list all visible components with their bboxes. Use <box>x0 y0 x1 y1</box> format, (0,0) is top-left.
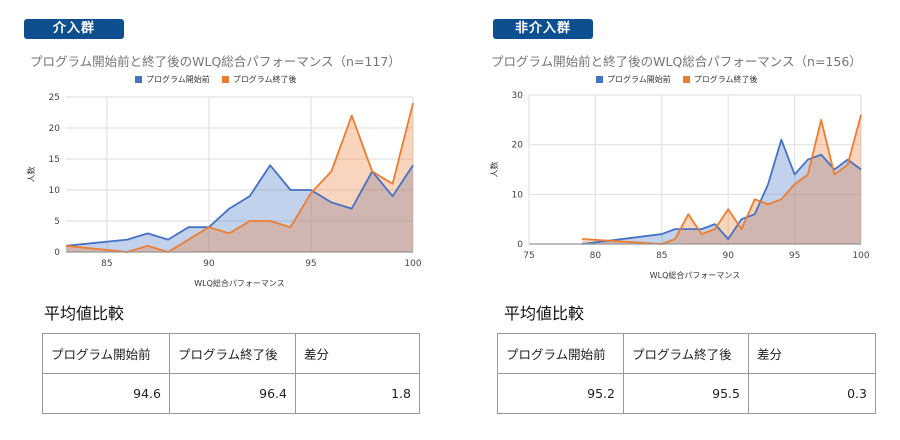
y-tick-label: 10 <box>49 186 61 196</box>
legend-swatch-blue-icon <box>596 76 603 83</box>
y-axis-label: 人数 <box>489 162 499 178</box>
x-axis-label: WLQ総合パフォーマンス <box>650 270 741 280</box>
table-header: プログラム終了後 <box>169 333 296 374</box>
x-tick-label: 95 <box>789 251 800 261</box>
table-cell: 95.2 <box>497 373 624 414</box>
group-badge: 非介入群 <box>493 19 593 39</box>
area-chart-non-intervention: 0 10 20 30 75 80 85 90 95 100 WLQ総合パフォーマンス 人数 <box>489 91 870 280</box>
table-header: プログラム終了後 <box>623 333 749 374</box>
legend-item-after: プログラム終了後 <box>221 74 297 85</box>
legend-item-before: プログラム開始前 <box>135 74 210 85</box>
series-line <box>65 102 414 253</box>
y-tick-label: 15 <box>49 155 60 165</box>
table-row: 94.6 96.4 1.8 <box>42 373 420 414</box>
y-tick-label: 20 <box>512 141 524 151</box>
section-title: 平均値比較 <box>504 304 585 323</box>
y-axis-label: 人数 <box>26 167 36 183</box>
y-tick-label: 10 <box>512 190 524 200</box>
y-tick-label: 25 <box>49 93 60 103</box>
table-header-row: プログラム開始前 プログラム終了後 差分 <box>497 333 876 374</box>
x-tick-label: 90 <box>203 259 215 269</box>
legend-label: プログラム開始前 <box>146 75 210 84</box>
chart-title: プログラム開始前と終了後のWLQ総合パフォーマンス（n=156） <box>491 54 862 69</box>
panel-intervention: 介入群 プログラム開始前と終了後のWLQ総合パフォーマンス（n=117） プログ… <box>24 19 420 414</box>
x-tick-label: 95 <box>305 259 316 269</box>
chart-legend: プログラム開始前 プログラム終了後 <box>596 74 758 85</box>
x-tick-label: 80 <box>590 251 602 261</box>
y-tick-label: 20 <box>49 124 61 134</box>
table-cell: 95.5 <box>623 373 749 414</box>
x-tick-label: 100 <box>852 251 869 261</box>
table-cell: 96.4 <box>169 373 296 414</box>
y-tick-label: 5 <box>54 217 60 227</box>
series-area <box>582 139 861 244</box>
legend-item-after: プログラム終了後 <box>682 74 758 85</box>
panel-non-intervention: 非介入群 プログラム開始前と終了後のWLQ総合パフォーマンス（n=156） プロ… <box>450 0 900 440</box>
legend-item-before: プログラム開始前 <box>596 74 671 85</box>
series-area <box>582 114 861 244</box>
legend-label: プログラム終了後 <box>693 75 758 84</box>
y-tick-label: 0 <box>54 248 60 258</box>
y-tick-label: 30 <box>512 91 524 101</box>
series-line <box>582 138 862 245</box>
legend-label: プログラム開始前 <box>607 75 671 84</box>
table-header: プログラム開始前 <box>497 333 624 374</box>
table-header: 差分 <box>748 333 876 374</box>
legend-label: プログラム終了後 <box>232 75 297 84</box>
group-badge: 介入群 <box>24 19 124 39</box>
series-area <box>66 103 413 252</box>
table-header: プログラム開始前 <box>42 333 170 374</box>
x-tick-label: 85 <box>656 251 667 261</box>
table-header: 差分 <box>295 333 420 374</box>
legend-swatch-blue-icon <box>135 76 142 83</box>
chart-title: プログラム開始前と終了後のWLQ総合パフォーマンス（n=117） <box>30 54 401 69</box>
table-cell: 1.8 <box>295 373 420 414</box>
table-header-row: プログラム開始前 プログラム終了後 差分 <box>42 333 420 374</box>
legend-swatch-orange-icon <box>221 76 229 83</box>
series-area <box>66 165 413 252</box>
x-tick-label: 90 <box>722 251 734 261</box>
table-cell: 94.6 <box>42 373 170 414</box>
table-row: 95.2 95.5 0.3 <box>497 373 876 414</box>
y-tick-label: 0 <box>517 240 523 250</box>
series-line <box>65 164 414 247</box>
series-line <box>582 114 862 245</box>
mean-comparison-table: プログラム開始前 プログラム終了後 差分 95.2 95.5 0.3 <box>497 333 876 414</box>
x-tick-label: 100 <box>404 259 421 269</box>
x-tick-label: 85 <box>101 259 112 269</box>
x-axis-label: WLQ総合パフォーマンス <box>194 278 285 288</box>
table-cell: 0.3 <box>748 373 876 414</box>
chart-legend: プログラム開始前 プログラム終了後 <box>135 74 297 85</box>
section-title: 平均値比較 <box>44 304 125 323</box>
x-tick-label: 75 <box>523 251 534 261</box>
area-chart-intervention: 0 5 10 15 20 25 85 90 95 100 WLQ総合パフォーマンス 人数 <box>26 93 422 288</box>
mean-comparison-table: プログラム開始前 プログラム終了後 差分 94.6 96.4 1.8 <box>42 333 420 414</box>
legend-swatch-orange-icon <box>682 76 690 83</box>
